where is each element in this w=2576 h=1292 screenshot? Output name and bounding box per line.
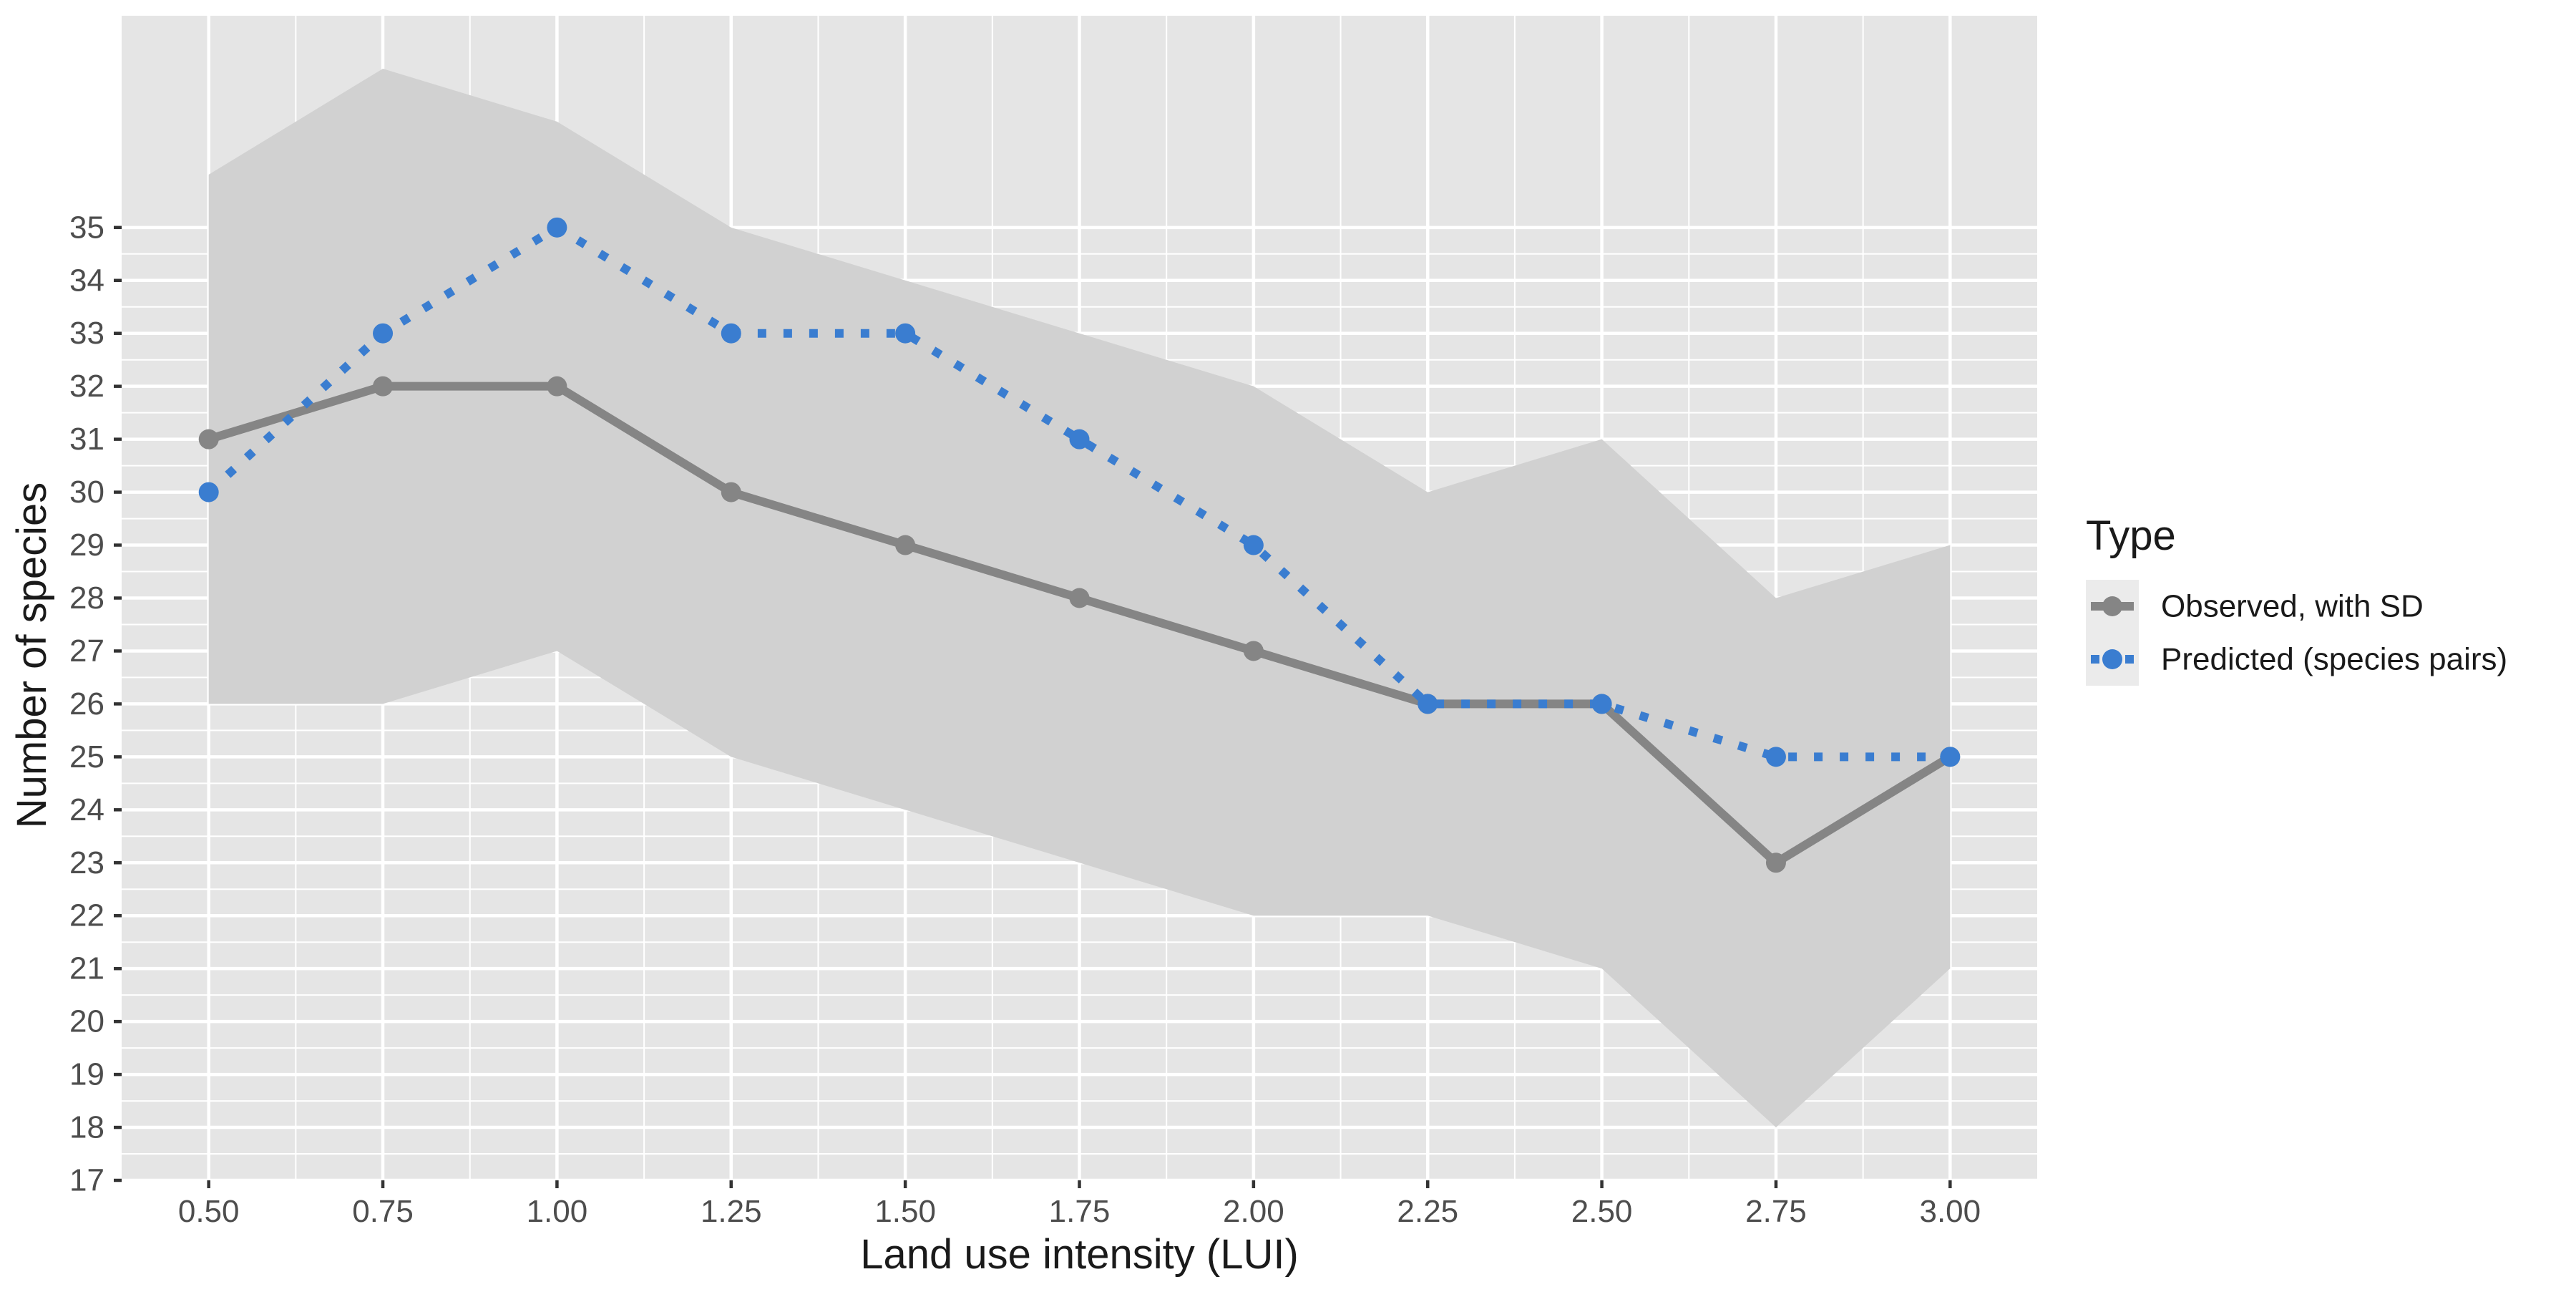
data-point-series-1	[895, 323, 916, 344]
data-point-series-0	[895, 535, 916, 555]
y-tick-label: 27	[69, 633, 104, 669]
y-tick-label: 26	[69, 686, 104, 722]
y-tick-label: 22	[69, 898, 104, 933]
legend: Type Observed, with SD Predicted (species…	[2086, 513, 2507, 686]
legend-item-0: Observed, with SD	[2086, 580, 2424, 633]
x-tick-label: 0.75	[352, 1194, 414, 1229]
y-tick-labels: 17 18 19 20 21 22 23 24 25 26 27 28 29 30 31 32 33 34 35	[69, 210, 104, 1198]
x-tick-label: 1.25	[701, 1194, 762, 1229]
legend-key-point	[2102, 649, 2122, 669]
x-tick-labels: 0.50 0.75 1.00 1.25 1.50 1.75 2.00 2.25 2.50 2.75…	[178, 1194, 1981, 1229]
x-tick-label: 1.75	[1049, 1194, 1111, 1229]
data-point-series-0	[1069, 588, 1090, 608]
data-point-series-0	[1765, 853, 1786, 873]
y-tick-label: 25	[69, 739, 104, 774]
data-point-series-1	[1418, 694, 1438, 714]
data-point-series-1	[547, 217, 567, 238]
y-tick-label: 21	[69, 951, 104, 986]
data-point-series-1	[1243, 535, 1264, 555]
data-point-series-0	[721, 482, 741, 502]
y-tick-label: 20	[69, 1004, 104, 1039]
data-point-series-0	[373, 376, 394, 397]
data-point-series-1	[1069, 429, 1090, 450]
x-axis-title: Land use intensity (LUI)	[860, 1231, 1299, 1278]
y-axis-title: Number of species	[9, 482, 55, 829]
y-tick-label: 19	[69, 1057, 104, 1092]
y-tick-label: 35	[69, 210, 104, 245]
legend-key-point	[2102, 596, 2122, 616]
legend-item-label: Predicted (species pairs)	[2161, 642, 2507, 677]
y-tick-label: 32	[69, 369, 104, 404]
x-tick-label: 1.50	[874, 1194, 936, 1229]
x-tick-label: 2.50	[1571, 1194, 1633, 1229]
y-tick-label: 30	[69, 475, 104, 510]
data-point-series-0	[198, 429, 219, 450]
legend-item-1: Predicted (species pairs)	[2086, 633, 2507, 686]
data-point-series-1	[1591, 694, 1612, 714]
x-tick-label: 2.75	[1745, 1194, 1807, 1229]
y-tick-label: 29	[69, 528, 104, 563]
x-tick-label: 3.00	[1919, 1194, 1981, 1229]
series-points	[198, 217, 1961, 873]
x-tick-label: 2.00	[1223, 1194, 1284, 1229]
y-tick-label: 28	[69, 581, 104, 616]
legend-items: Observed, with SD Predicted (species pair…	[2086, 580, 2507, 686]
axis-ticks	[114, 225, 1952, 1188]
data-point-series-0	[547, 376, 567, 397]
x-tick-label: 0.50	[178, 1194, 240, 1229]
y-tick-label: 17	[69, 1163, 104, 1198]
x-tick-label: 1.00	[527, 1194, 588, 1229]
y-tick-label: 23	[69, 845, 104, 880]
data-point-series-0	[1243, 641, 1264, 661]
legend-title: Type	[2086, 513, 2176, 559]
y-tick-label: 24	[69, 792, 104, 827]
data-point-series-1	[373, 323, 394, 344]
y-tick-label: 31	[69, 422, 104, 457]
y-tick-label: 33	[69, 316, 104, 351]
data-point-series-1	[721, 323, 741, 344]
y-tick-label: 18	[69, 1110, 104, 1145]
legend-item-label: Observed, with SD	[2161, 589, 2424, 624]
data-point-series-1	[1940, 747, 1961, 767]
data-point-series-1	[198, 482, 219, 502]
y-tick-label: 34	[69, 263, 104, 298]
x-tick-label: 2.25	[1397, 1194, 1458, 1229]
data-point-series-1	[1765, 747, 1786, 767]
